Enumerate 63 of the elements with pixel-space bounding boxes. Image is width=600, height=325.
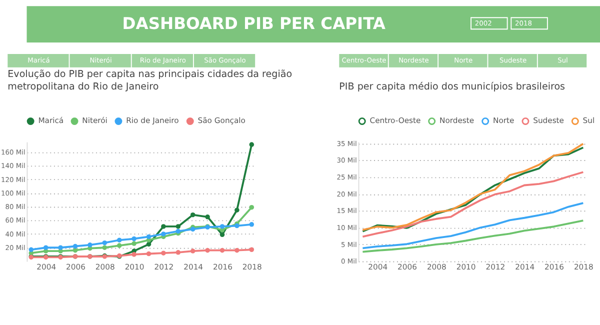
x-tick-label: 2006 — [398, 262, 418, 272]
legend-label: Norte — [492, 116, 514, 126]
point — [249, 222, 254, 227]
chart-title: Evolução do PIB per capita nas principais cidades da região metropolitana do Rio de Janeiro — [8, 68, 292, 92]
legend-label: Nordeste — [439, 116, 474, 126]
point — [116, 238, 122, 242]
point — [249, 204, 254, 210]
legend-label: Sul — [582, 116, 595, 126]
x-tick-label: 2016 — [213, 262, 233, 272]
point — [176, 250, 181, 255]
point — [161, 232, 166, 236]
point — [72, 244, 78, 249]
point — [132, 252, 136, 257]
point — [220, 248, 225, 253]
point — [176, 224, 181, 229]
point — [220, 224, 225, 229]
point — [234, 208, 240, 212]
point — [43, 245, 48, 250]
x-tick-label: 2018 — [242, 262, 262, 272]
legend-label: Niterói — [82, 116, 108, 126]
point — [190, 212, 196, 218]
x-tick-label: 2012 — [486, 262, 506, 272]
point — [205, 248, 210, 253]
x-tick-label: 2008 — [95, 262, 115, 272]
point — [132, 241, 136, 246]
point — [116, 243, 122, 248]
point — [28, 247, 34, 252]
point — [190, 248, 196, 254]
x-tick-label: 2004 — [36, 262, 56, 272]
point — [249, 142, 254, 147]
point — [88, 242, 92, 248]
point — [146, 251, 152, 256]
point — [220, 232, 225, 238]
point — [249, 247, 254, 252]
chart-title: PIB per capita médio dos municípios brasileiros — [339, 81, 566, 92]
x-tick-label: 2014 — [515, 262, 535, 272]
x-tick-label: 2004 — [368, 262, 388, 272]
x-tick-label: 2008 — [426, 262, 447, 272]
legend-label: Sudeste — [533, 116, 564, 126]
x-tick-label: 2006 — [66, 262, 86, 272]
legend-label: Rio de Janeiro — [126, 116, 180, 126]
line-series — [362, 202, 584, 250]
legend-label: Centro-Oeste — [370, 116, 421, 126]
point — [146, 234, 152, 240]
legend-label: São Gonçalo — [198, 116, 246, 126]
x-tick-label: 2012 — [154, 262, 174, 272]
x-tick-label: 2014 — [184, 262, 204, 272]
point — [234, 248, 240, 253]
line-series — [362, 171, 584, 238]
legend-label: Maricá — [38, 116, 64, 126]
x-tick-label: 2010 — [124, 262, 144, 272]
x-tick-label: 2016 — [544, 262, 564, 272]
point — [102, 240, 108, 246]
point — [161, 224, 166, 229]
point — [132, 236, 136, 242]
x-tick-label: 2010 — [456, 262, 476, 272]
point — [102, 245, 108, 250]
point — [161, 250, 166, 256]
point — [205, 214, 210, 220]
x-tick-label: 2018 — [574, 262, 594, 272]
text: DASHBOARD PIB PER CAPITA — [122, 14, 386, 34]
point — [58, 245, 63, 250]
line-series — [362, 220, 584, 253]
